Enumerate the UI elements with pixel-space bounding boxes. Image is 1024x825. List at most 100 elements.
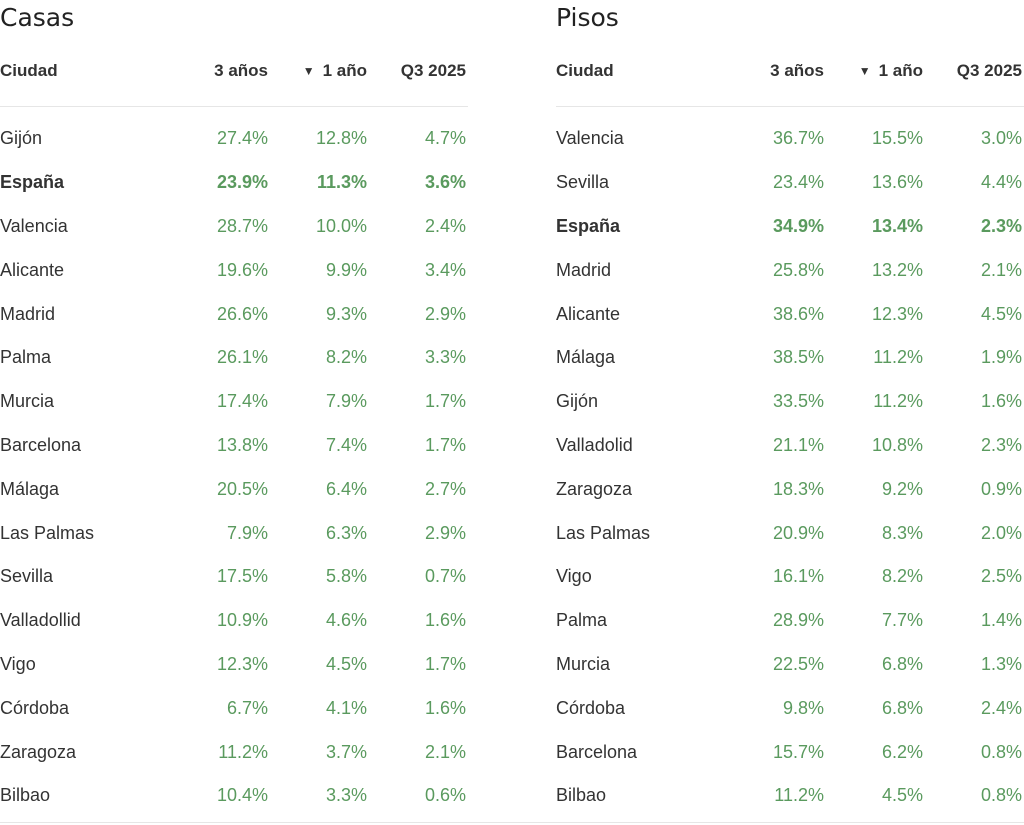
table-row: Murcia 22.5% 6.8% 1.3% bbox=[556, 643, 1024, 687]
one-year-cell: 10.8% bbox=[871, 434, 923, 455]
sort-down-icon: ▼ bbox=[858, 64, 871, 78]
table-row: Palma 28.9% 7.7% 1.4% bbox=[556, 599, 1024, 643]
one-year-cell: 4.1% bbox=[325, 697, 367, 718]
one-year-cell: 6.4% bbox=[325, 478, 367, 499]
city-cell: Las Palmas bbox=[0, 522, 95, 543]
one-year-cell: 11.3% bbox=[316, 172, 367, 193]
city-cell: Madrid bbox=[556, 259, 612, 280]
three-year-cell: 22.5% bbox=[772, 653, 824, 674]
one-year-cell: 10.0% bbox=[315, 215, 367, 236]
quarter-cell: 2.4% bbox=[424, 215, 466, 236]
city-cell: Alicante bbox=[0, 259, 65, 280]
three-year-cell: 17.4% bbox=[216, 391, 268, 412]
one-year-cell: 8.3% bbox=[881, 522, 923, 543]
three-year-cell: 38.6% bbox=[772, 303, 824, 324]
city-cell: España bbox=[0, 172, 65, 193]
one-year-cell: 5.8% bbox=[325, 566, 367, 587]
header-q3-2025[interactable]: Q3 2025 bbox=[400, 61, 466, 80]
table-row: Madrid 26.6% 9.3% 2.9% bbox=[0, 292, 468, 336]
header-1-ano[interactable]: ▼ 1 año bbox=[824, 61, 923, 81]
table-row: Gijón 33.5% 11.2% 1.6% bbox=[556, 380, 1024, 424]
city-cell: Valencia bbox=[0, 215, 68, 236]
quarter-cell: 2.4% bbox=[980, 697, 1022, 718]
table-row: Valencia 36.7% 15.5% 3.0% bbox=[556, 117, 1024, 161]
city-cell: Valladolid bbox=[556, 434, 633, 455]
header-ciudad[interactable]: Ciudad bbox=[0, 61, 58, 80]
three-year-cell: 10.9% bbox=[216, 610, 268, 631]
city-cell: Valencia bbox=[556, 128, 624, 149]
table-row: Córdoba 9.8% 6.8% 2.4% bbox=[556, 686, 1024, 730]
casas-table: Casas Ciudad 3 años ▼ 1 año Q3 2025 Gijón… bbox=[0, 0, 468, 818]
three-year-cell: 6.7% bbox=[226, 697, 268, 718]
quarter-cell: 2.3% bbox=[980, 215, 1022, 236]
city-cell: Murcia bbox=[0, 391, 55, 412]
table-row: Zaragoza 18.3% 9.2% 0.9% bbox=[556, 467, 1024, 511]
quarter-cell: 0.8% bbox=[980, 785, 1022, 806]
header-1-ano-label: 1 año bbox=[322, 61, 367, 80]
quarter-cell: 4.4% bbox=[980, 172, 1022, 193]
three-year-cell: 15.7% bbox=[772, 741, 824, 762]
quarter-cell: 4.7% bbox=[424, 128, 466, 149]
header-1-ano[interactable]: ▼ 1 año bbox=[268, 61, 367, 81]
quarter-cell: 1.7% bbox=[424, 653, 466, 674]
city-cell: Barcelona bbox=[0, 434, 82, 455]
table-body: Gijón 27.4% 12.8% 4.7% España 23.9% 11.3% 3.6% V… bbox=[0, 107, 468, 818]
city-cell: Murcia bbox=[556, 653, 611, 674]
quarter-cell: 2.9% bbox=[424, 522, 466, 543]
three-year-cell: 13.8% bbox=[216, 434, 268, 455]
city-cell: Málaga bbox=[0, 478, 60, 499]
table-row: Alicante 38.6% 12.3% 4.5% bbox=[556, 292, 1024, 336]
city-cell: Córdoba bbox=[556, 697, 626, 718]
quarter-cell: 3.6% bbox=[424, 172, 466, 193]
one-year-cell: 12.3% bbox=[871, 303, 923, 324]
one-year-cell: 11.2% bbox=[873, 347, 923, 368]
three-year-cell: 11.2% bbox=[774, 785, 824, 806]
quarter-cell: 1.7% bbox=[424, 434, 466, 455]
table-row: Barcelona 15.7% 6.2% 0.8% bbox=[556, 730, 1024, 774]
three-year-cell: 28.7% bbox=[216, 215, 268, 236]
pisos-table: Pisos Ciudad 3 años ▼ 1 año Q3 2025 Valen… bbox=[556, 0, 1024, 818]
table-row: Sevilla 17.5% 5.8% 0.7% bbox=[0, 555, 468, 599]
one-year-cell: 13.4% bbox=[871, 215, 923, 236]
header-3-anos[interactable]: 3 años bbox=[214, 61, 268, 80]
city-cell: Sevilla bbox=[556, 172, 610, 193]
table-row: España 23.9% 11.3% 3.6% bbox=[0, 161, 468, 205]
quarter-cell: 0.9% bbox=[980, 478, 1022, 499]
one-year-cell: 7.7% bbox=[881, 610, 923, 631]
one-year-cell: 3.3% bbox=[325, 785, 367, 806]
table-title: Pisos bbox=[556, 3, 619, 32]
one-year-cell: 4.5% bbox=[325, 653, 367, 674]
one-year-cell: 4.6% bbox=[325, 610, 367, 631]
three-year-cell: 7.9% bbox=[226, 522, 268, 543]
three-year-cell: 20.5% bbox=[216, 478, 268, 499]
quarter-cell: 1.3% bbox=[980, 653, 1022, 674]
header-q3-2025[interactable]: Q3 2025 bbox=[956, 61, 1022, 80]
one-year-cell: 12.8% bbox=[315, 128, 367, 149]
city-cell: Córdoba bbox=[0, 697, 70, 718]
three-year-cell: 17.5% bbox=[216, 566, 268, 587]
city-cell: Vigo bbox=[556, 566, 592, 587]
three-year-cell: 12.3% bbox=[216, 653, 268, 674]
city-cell: Gijón bbox=[0, 128, 43, 149]
table-header: Ciudad 3 años ▼ 1 año Q3 2025 bbox=[0, 36, 468, 107]
city-cell: Valladollid bbox=[0, 610, 81, 631]
quarter-cell: 3.3% bbox=[424, 347, 466, 368]
header-ciudad[interactable]: Ciudad bbox=[556, 61, 614, 80]
city-cell: Zaragoza bbox=[0, 741, 77, 762]
city-cell: Barcelona bbox=[556, 741, 638, 762]
table-row: Vigo 12.3% 4.5% 1.7% bbox=[0, 643, 468, 687]
table-row: España 34.9% 13.4% 2.3% bbox=[556, 205, 1024, 249]
three-year-cell: 23.4% bbox=[772, 172, 824, 193]
three-year-cell: 34.9% bbox=[772, 215, 824, 236]
quarter-cell: 3.0% bbox=[980, 128, 1022, 149]
three-year-cell: 19.6% bbox=[216, 259, 268, 280]
sort-down-icon: ▼ bbox=[302, 64, 315, 78]
city-cell: España bbox=[556, 215, 621, 236]
quarter-cell: 0.8% bbox=[980, 741, 1022, 762]
table-row: Bilbao 10.4% 3.3% 0.6% bbox=[0, 774, 468, 818]
header-3-anos[interactable]: 3 años bbox=[770, 61, 824, 80]
quarter-cell: 1.6% bbox=[424, 697, 466, 718]
one-year-cell: 15.5% bbox=[871, 128, 923, 149]
city-cell: Málaga bbox=[556, 347, 616, 368]
quarter-cell: 1.4% bbox=[980, 610, 1022, 631]
